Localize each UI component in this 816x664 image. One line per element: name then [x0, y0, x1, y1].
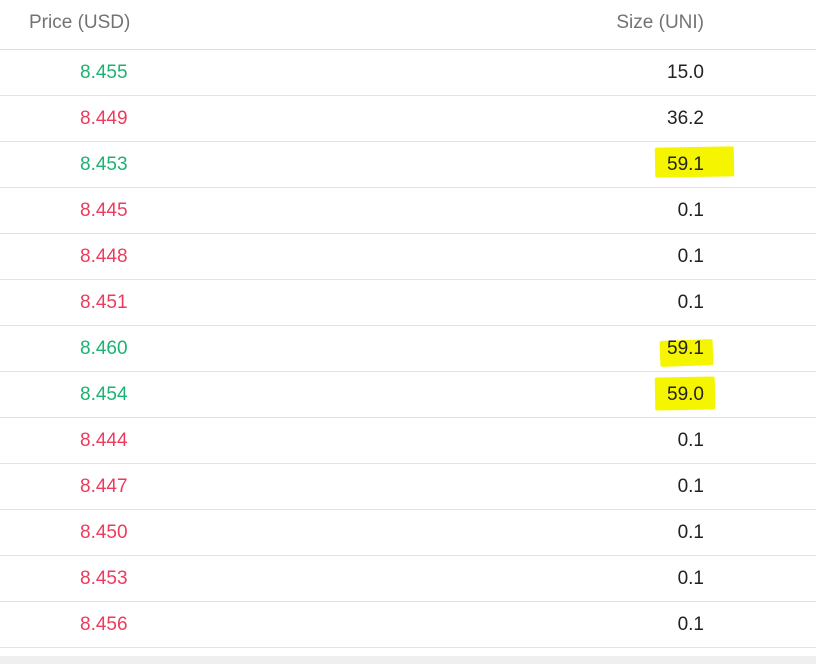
size-cell: 0.1 [677, 292, 704, 313]
size-cell: 0.1 [677, 522, 704, 543]
price-cell: 8.448 [80, 246, 128, 267]
table-row[interactable]: 8.451 0.1 [0, 280, 816, 326]
price-cell: 8.447 [80, 476, 128, 497]
size-cell: 15.0 [667, 62, 704, 83]
size-cell: 59.0 [667, 384, 704, 405]
price-cell: 8.453 [80, 154, 128, 175]
price-cell: 8.444 [80, 430, 128, 451]
table-row[interactable]: 8.449 36.2 [0, 96, 816, 142]
price-cell: 8.455 [80, 62, 128, 83]
table-row[interactable]: 8.445 0.1 [0, 188, 816, 234]
price-cell: 8.454 [80, 384, 128, 405]
table-row[interactable]: 8.447 0.1 [0, 464, 816, 510]
table-row[interactable]: 8.454 59.0 [0, 372, 816, 418]
size-column-header[interactable]: Size (UNI) [616, 12, 704, 33]
size-cell: 0.1 [677, 246, 704, 267]
price-cell: 8.445 [80, 200, 128, 221]
table-row[interactable]: 8.460 59.1 [0, 326, 816, 372]
table-row[interactable]: 8.448 0.1 [0, 234, 816, 280]
table-row[interactable]: 8.455 15.0 [0, 50, 816, 96]
price-cell: 8.453 [80, 568, 128, 589]
price-column-header[interactable]: Price (USD) [29, 12, 131, 33]
table-row[interactable]: 8.453 59.1 [0, 142, 816, 188]
table-header: Price (USD) Size (UNI) [0, 0, 816, 50]
size-cell: 36.2 [667, 108, 704, 129]
price-cell: 8.456 [80, 614, 128, 635]
price-cell: 8.449 [80, 108, 128, 129]
size-cell: 0.1 [677, 568, 704, 589]
table-row[interactable]: 8.444 0.1 [0, 418, 816, 464]
price-cell: 8.451 [80, 292, 128, 313]
size-cell: 0.1 [677, 200, 704, 221]
trades-table: Price (USD) Size (UNI) 8.455 15.0 8.449 … [0, 0, 816, 648]
price-cell: 8.450 [80, 522, 128, 543]
size-cell: 0.1 [677, 430, 704, 451]
table-row[interactable]: 8.450 0.1 [0, 510, 816, 556]
size-cell: 0.1 [677, 614, 704, 635]
price-cell: 8.460 [80, 338, 128, 359]
table-row[interactable]: 8.453 0.1 [0, 556, 816, 602]
table-row[interactable]: 8.456 0.1 [0, 602, 816, 648]
size-cell: 0.1 [677, 476, 704, 497]
size-cell: 59.1 [667, 154, 704, 175]
horizontal-scrollbar-track[interactable] [0, 656, 816, 664]
size-cell: 59.1 [667, 338, 704, 359]
